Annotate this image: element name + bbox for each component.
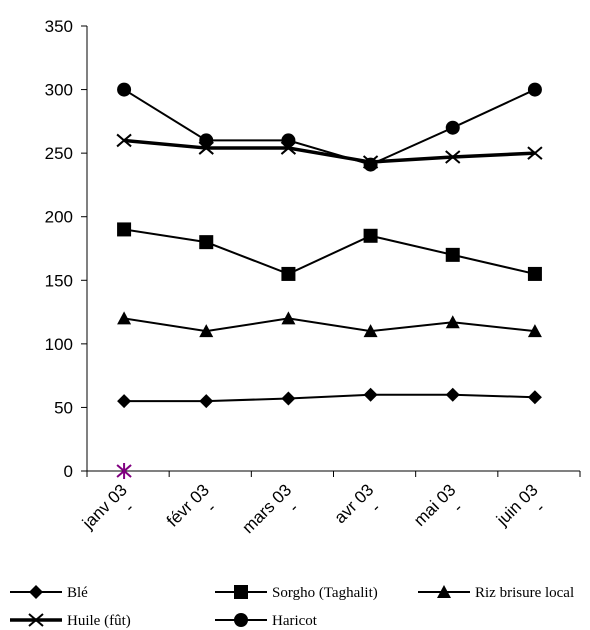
series-line (124, 393, 535, 403)
x-tick-label-group: mai 03- (410, 480, 467, 530)
data-point (445, 120, 460, 135)
x-tick-label-group: juin 03- (492, 480, 549, 530)
series-0 (117, 387, 542, 409)
x-tick-label: mars 03 (238, 480, 295, 537)
x-tick-label-group: janv 03- (78, 480, 138, 533)
y-tick-label: 150 (45, 271, 73, 290)
x-tick-label-group: mars 03- (238, 480, 302, 537)
x-tick-suffix: - (285, 499, 302, 516)
series-line (123, 317, 536, 333)
y-tick-label: 350 (45, 17, 73, 36)
data-point (363, 157, 378, 172)
data-point (445, 150, 461, 164)
data-point (117, 222, 132, 237)
legend-label: Blé (67, 585, 88, 601)
x-axis: janv 03- févr 03- mars 03- avr 03- mai 03- ju… (78, 470, 581, 537)
legend-item-0: Blé (10, 585, 88, 601)
y-tick-label: 0 (64, 462, 73, 481)
legend-item-3: Huile (fût) (10, 613, 131, 629)
data-point (199, 133, 214, 148)
legend-item-1: Sorgho (Taghalit) (215, 585, 378, 601)
legend-swatch-marker (437, 585, 451, 598)
series-line (123, 88, 536, 166)
data-point (527, 82, 542, 97)
legend-label: Huile (fût) (67, 613, 131, 629)
series-line (123, 138, 535, 164)
y-tick-label: 250 (45, 144, 73, 163)
legend-label: Riz brisure local (475, 585, 574, 601)
legend-swatch-marker (29, 585, 43, 599)
extra-data-point (116, 463, 132, 479)
legend-item-2: Riz brisure local (418, 585, 574, 601)
data-point (281, 133, 296, 148)
data-point (199, 235, 214, 250)
series-layer (116, 82, 543, 479)
data-point (116, 133, 132, 148)
data-point (117, 311, 132, 325)
data-point (199, 324, 214, 338)
data-point (363, 387, 378, 402)
y-tick-label: 50 (54, 398, 73, 417)
x-tick-label-group: avr 03- (331, 480, 385, 527)
data-point (117, 394, 132, 409)
data-point (281, 266, 296, 281)
x-tick-suffix: - (531, 499, 548, 516)
data-point (281, 391, 296, 406)
series-line (123, 228, 536, 276)
legend: Blé Sorgho (Taghalit) Riz brisure local Hui… (10, 585, 574, 629)
y-tick-label: 300 (45, 81, 73, 100)
legend-label: Haricot (272, 613, 318, 629)
legend-item-4: Haricot (215, 613, 318, 629)
data-point (363, 324, 378, 338)
data-point (281, 311, 296, 325)
data-point (527, 146, 543, 160)
data-point (363, 228, 378, 243)
data-point (445, 387, 460, 402)
legend-label: Sorgho (Taghalit) (272, 585, 378, 601)
x-tick-suffix: - (367, 499, 384, 516)
legend-swatch-marker (28, 613, 44, 627)
x-tick-suffix: - (121, 499, 138, 516)
series-1 (117, 222, 542, 281)
y-axis: 0 50 100 150 200 250 300 350 (45, 17, 88, 481)
data-point (199, 394, 214, 409)
legend-swatch-marker (234, 613, 248, 627)
y-tick-label: 200 (45, 208, 73, 227)
x-tick-label: janv 03 (78, 480, 131, 533)
data-point (527, 390, 542, 405)
legend-swatch-marker (234, 585, 248, 599)
series-2 (117, 311, 542, 338)
data-point (527, 266, 542, 281)
data-point (445, 247, 460, 262)
y-tick-label: 100 (45, 335, 73, 354)
series-3 (116, 133, 543, 169)
data-point (527, 324, 542, 338)
data-point (117, 82, 132, 97)
x-tick-suffix: - (203, 499, 220, 516)
series-4 (117, 82, 542, 172)
x-tick-suffix: - (449, 499, 466, 516)
x-tick-label-group: févr 03- (163, 480, 220, 530)
data-point (445, 315, 460, 329)
